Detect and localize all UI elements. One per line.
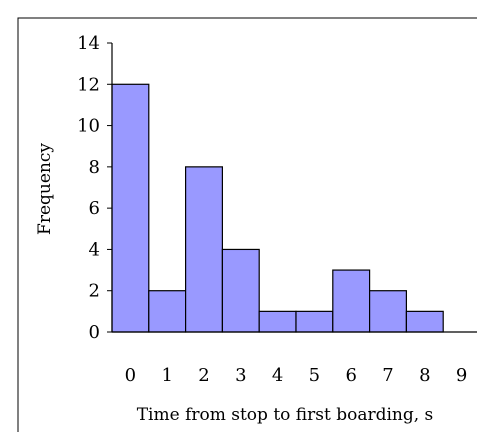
y-tick-label-6: 6 [89, 198, 100, 219]
y-tick-label-14: 14 [77, 33, 100, 54]
x-tick-label-4: 4 [272, 365, 283, 386]
bar-8 [405, 310, 444, 333]
bar-2 [185, 166, 224, 333]
x-tick-label-3: 3 [235, 365, 246, 386]
axes-group [111, 43, 477, 333]
y-tick-label-10: 10 [77, 116, 100, 137]
chart-frame [17, 17, 477, 432]
x-tick-label-8: 8 [419, 365, 430, 386]
bar-0 [111, 83, 150, 333]
bar-6 [332, 269, 371, 333]
y-tick-label-0: 0 [89, 322, 100, 343]
x-ticks-group: 0 1 2 3 4 5 6 7 8 9 [125, 365, 468, 386]
bar-4 [258, 310, 297, 333]
x-tick-label-5: 5 [309, 365, 320, 386]
bar-5 [295, 310, 334, 333]
y-axis-label: Frequency [35, 143, 55, 235]
y-tick-label-2: 2 [89, 281, 100, 302]
x-tick-label-0: 0 [125, 365, 136, 386]
bar-1 [148, 290, 187, 333]
x-tick-label-7: 7 [382, 365, 393, 386]
bar-7 [369, 290, 408, 333]
y-tick-label-12: 12 [77, 74, 100, 95]
x-tick-label-1: 1 [161, 365, 172, 386]
y-tick-label-4: 4 [89, 239, 100, 260]
y-ticks-group: 0 2 4 6 8 10 12 14 [77, 33, 112, 343]
x-tick-label-2: 2 [198, 365, 209, 386]
y-tick-label-8: 8 [89, 157, 100, 178]
bars-group [111, 83, 444, 333]
bar-3 [221, 248, 260, 333]
x-tick-label-9: 9 [456, 365, 467, 386]
x-tick-label-6: 6 [345, 365, 356, 386]
x-axis-label: Time from stop to first boarding, s [137, 405, 434, 425]
